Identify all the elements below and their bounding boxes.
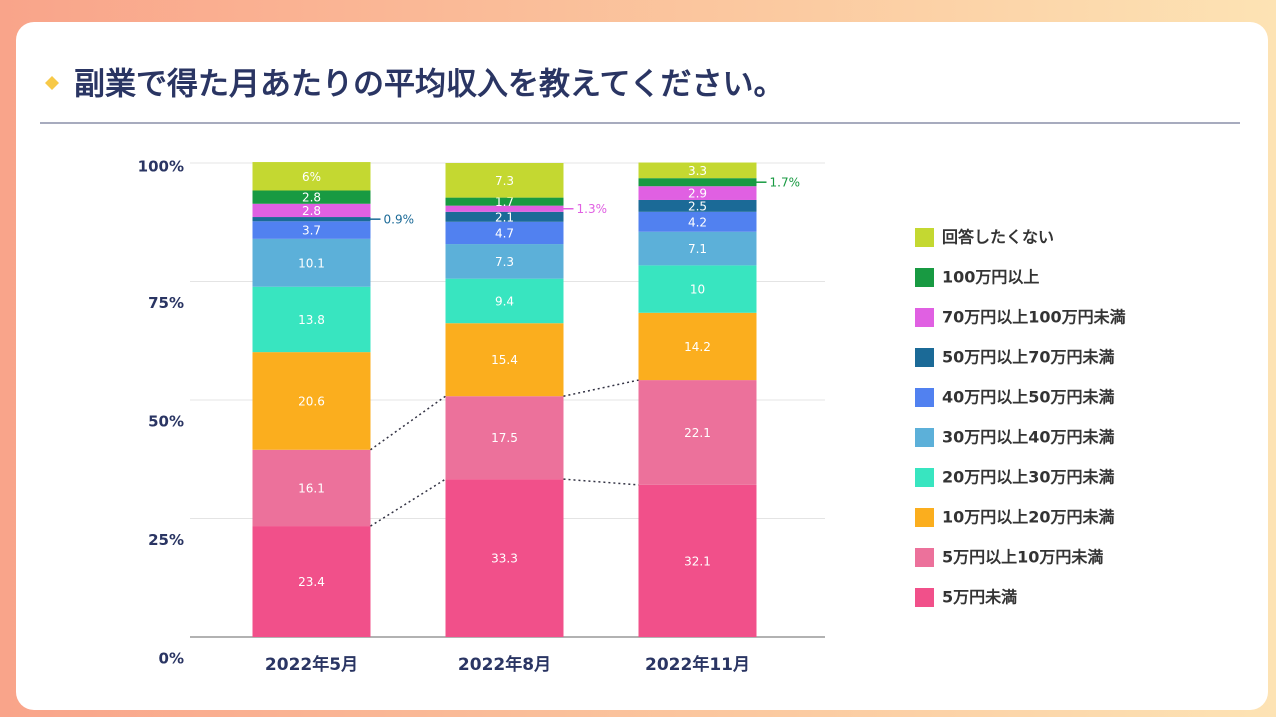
legend-swatch (915, 388, 934, 407)
bar-segment (445, 211, 564, 222)
legend-swatch (915, 548, 934, 567)
value-label: 0.9% (384, 213, 415, 227)
y-tick-label: 0% (159, 650, 184, 668)
legend-label: 30万円以上40万円未満 (942, 428, 1115, 447)
legend-swatch (915, 468, 934, 487)
connector (370, 478, 446, 527)
value-label: 4.7 (495, 226, 514, 240)
value-label: 2.5 (688, 199, 707, 213)
value-label: 1.3% (577, 202, 608, 216)
legend-label: 回答したくない (942, 228, 1054, 247)
value-label: 2.1 (495, 210, 514, 224)
legend-label: 20万円以上30万円未満 (942, 468, 1115, 487)
connector (563, 379, 639, 397)
legend-label: 100万円以上 (942, 268, 1039, 287)
value-label: 3.3 (688, 164, 707, 178)
bar-segment (638, 199, 757, 212)
value-label: 7.1 (688, 242, 707, 256)
legend-swatch (915, 348, 934, 367)
bar-segment (445, 221, 564, 245)
legend-label: 5万円未満 (942, 588, 1017, 607)
bar-segment (445, 205, 564, 212)
bar-segment (445, 278, 564, 324)
value-label: 2.8 (302, 191, 321, 205)
value-label: 33.3 (491, 552, 518, 566)
value-label: 6% (302, 170, 321, 184)
bar-segment (638, 162, 757, 179)
legend-label: 70万円以上100万円未満 (942, 308, 1126, 327)
bar-segment (445, 244, 564, 279)
value-label: 2.8 (302, 204, 321, 218)
bar-segment (445, 323, 564, 397)
bar-segment (638, 231, 757, 266)
bar-segment (638, 380, 757, 485)
bar-segment (445, 479, 564, 637)
connector (563, 478, 639, 486)
value-label: 13.8 (298, 313, 325, 327)
legend-swatch (915, 588, 934, 607)
legend-label: 50万円以上70万円未満 (942, 348, 1115, 367)
value-label: 10 (690, 283, 705, 297)
value-label: 15.4 (491, 353, 518, 367)
value-label: 22.1 (684, 426, 711, 440)
bar-segment (252, 526, 371, 637)
legend-label: 40万円以上50万円未満 (942, 388, 1115, 407)
y-tick-label: 100% (138, 158, 184, 176)
bar-segment (445, 163, 564, 198)
bar-segment (252, 203, 371, 218)
legend-label: 10万円以上20万円未満 (942, 508, 1115, 527)
value-label: 17.5 (491, 431, 518, 445)
connector (370, 395, 446, 451)
value-label: 7.3 (495, 174, 514, 188)
bar-segment (638, 484, 757, 637)
bar-segment (252, 449, 371, 527)
value-label: 14.2 (684, 340, 711, 354)
legend-swatch (915, 508, 934, 527)
bar-segment (638, 178, 757, 187)
value-label: 32.1 (684, 554, 711, 568)
y-tick-label: 75% (148, 294, 184, 312)
value-label: 9.4 (495, 294, 514, 308)
legend-swatch (915, 428, 934, 447)
x-tick-label: 2022年11月 (645, 654, 750, 675)
value-label: 16.1 (298, 481, 325, 495)
legend-swatch (915, 308, 934, 327)
legend-label: 5万円以上10万円未満 (942, 548, 1103, 567)
bar-segment (638, 265, 757, 313)
value-label: 10.1 (298, 256, 325, 270)
value-label: 3.7 (302, 224, 321, 238)
value-label: 20.6 (298, 394, 325, 408)
bar-segment (638, 186, 757, 200)
value-label: 4.2 (688, 215, 707, 229)
y-tick-label: 25% (148, 531, 184, 549)
value-label: 1.7% (770, 176, 801, 190)
bar-segment (445, 197, 564, 206)
legend-swatch (915, 268, 934, 287)
value-label: 23.4 (298, 575, 325, 589)
bar-segment (252, 238, 371, 287)
bar-segment (252, 190, 371, 204)
legend-swatch (915, 228, 934, 247)
bar-segment (638, 312, 757, 381)
bar-segment (252, 162, 371, 191)
bar-segment (252, 352, 371, 450)
bar-segment (638, 211, 757, 232)
bar-segment (252, 217, 371, 222)
chart-title: 副業で得た月あたりの平均収入を教えてください。 (74, 67, 785, 103)
bar-segment (252, 286, 371, 353)
bar-segment (445, 396, 564, 480)
bar-segment (252, 221, 371, 239)
x-tick-label: 2022年8月 (458, 654, 551, 675)
value-label: 1.7 (495, 195, 514, 209)
y-tick-label: 50% (148, 413, 184, 431)
title-marker (45, 76, 59, 90)
value-label: 2.9 (688, 187, 707, 201)
value-label: 7.3 (495, 255, 514, 269)
x-tick-label: 2022年5月 (265, 654, 358, 675)
